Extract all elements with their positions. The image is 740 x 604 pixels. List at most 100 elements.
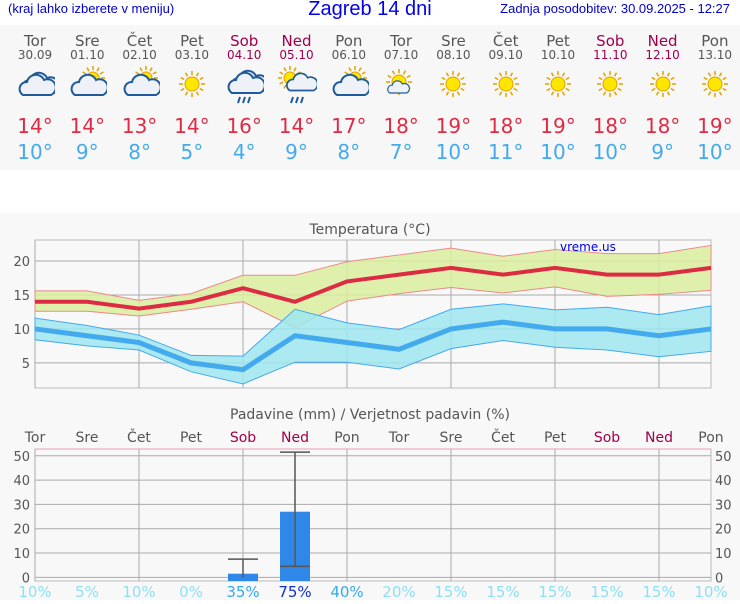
partly-cloudy-icon — [114, 66, 166, 104]
precip-probability: 15% — [486, 583, 519, 600]
min-temp: 11° — [487, 140, 524, 164]
precip-day-label: Pet — [180, 430, 203, 446]
precip-y-tick-left: 40 — [13, 474, 30, 489]
precip-day-label: Sre — [76, 430, 99, 446]
temp-y-tick: 5 — [22, 357, 30, 372]
precip-y-tick-right: 30 — [715, 498, 732, 513]
sun-icon — [689, 66, 740, 104]
max-temp: 19° — [540, 114, 576, 138]
max-temp-line — [35, 265, 712, 311]
day-name: Pon — [701, 32, 729, 50]
precip-y-tick-right: 10 — [715, 547, 732, 562]
sun-cloud-rain-icon — [271, 66, 323, 104]
min-temp: 10° — [540, 140, 576, 164]
max-temp-band — [34, 244, 712, 329]
precip-probability: 10% — [694, 583, 727, 600]
precip-y-tick-right: 40 — [715, 474, 732, 489]
day-date: 10.10 — [540, 48, 576, 62]
forecast-strip: Tor 30.09 14° 10° Sre 01.10 14° 9° Čet 02.… — [0, 25, 740, 170]
precip-probability: 10% — [18, 583, 51, 600]
min-temp: 9° — [75, 140, 99, 164]
precip-day-label: Pet — [544, 430, 567, 446]
precip-probability: 0% — [179, 583, 203, 600]
precip-day-label: Sre — [440, 430, 463, 446]
min-temp: 10° — [17, 140, 53, 164]
day-name: Čet — [126, 32, 153, 50]
min-temp-line — [34, 319, 712, 373]
cloudy-icon — [9, 66, 61, 104]
precip-day-label: Sob — [594, 430, 620, 446]
day-name: Pet — [546, 32, 570, 50]
max-temp: 18° — [592, 114, 629, 138]
precip-probability: 35% — [226, 583, 259, 600]
min-temp: 8° — [128, 140, 151, 164]
day-name: Sre — [441, 32, 466, 50]
precip-day-label: Čet — [491, 428, 515, 446]
page-title: Zagreb 14 dni — [308, 0, 432, 20]
day-date: 07.10 — [383, 48, 419, 62]
cloud-rain-icon — [218, 66, 270, 104]
temp-y-tick: 10 — [13, 323, 30, 338]
day-date: 11.10 — [593, 48, 628, 62]
precip-probability: 75% — [278, 583, 311, 600]
precip-day-label: Ned — [281, 430, 309, 446]
forecast-day: Sob 11.10 18° 10° — [584, 25, 636, 166]
day-date: 04.10 — [227, 48, 262, 62]
min-temp: 10° — [592, 140, 629, 164]
day-name: Ned — [281, 32, 312, 50]
day-name: Tor — [390, 32, 413, 50]
max-temp: 18° — [487, 114, 524, 138]
max-temp: 14° — [17, 114, 53, 138]
precip-probability: 15% — [434, 583, 467, 600]
precip-day-label: Sob — [230, 430, 256, 446]
min-temp: 10° — [435, 140, 472, 164]
max-temp: 13° — [121, 114, 158, 138]
min-temp: 4° — [232, 140, 256, 164]
precip-day-label: Ned — [645, 430, 673, 446]
forecast-day: Čet 02.10 13° 8° — [114, 25, 166, 166]
precip-y-tick-right: 50 — [715, 450, 732, 465]
forecast-day: Tor 07.10 18° 7° — [375, 25, 427, 166]
max-temp: 16° — [226, 114, 262, 138]
sun-icon — [532, 66, 584, 104]
min-temp: 7° — [389, 140, 413, 164]
precip-y-tick-right: 20 — [715, 523, 732, 538]
watermark: vreme.us — [560, 240, 616, 254]
charts-svg: Temperatura (°C) 5 10 15 20 vreme.us Padavine … — [13, 222, 732, 601]
precip-probability: 10% — [122, 583, 155, 600]
precip-y-tick-left: 50 — [13, 450, 30, 465]
precip-day-label: Pon — [334, 430, 359, 446]
precip-chart-title: Padavine (mm) / Verjetnost padavin (%) — [230, 407, 510, 423]
header-bar: (kraj lahko izberete v meniju) Zagreb 14… — [0, 0, 740, 24]
precip-y-tick-left: 10 — [13, 547, 30, 562]
max-temp: 14° — [174, 114, 210, 138]
max-temp: 18° — [644, 114, 681, 138]
min-temp: 9° — [285, 140, 308, 164]
partly-cloudy-icon — [61, 66, 113, 104]
day-date: 08.10 — [436, 48, 471, 62]
min-temp: 10° — [697, 140, 733, 164]
day-date: 12.10 — [645, 48, 680, 62]
day-date: 09.10 — [488, 48, 523, 62]
precip-probability: 5% — [75, 583, 99, 600]
forecast-day: Čet 09.10 18° 11° — [480, 25, 532, 166]
max-temp: 17° — [331, 114, 367, 138]
sun-small-cloud-icon — [375, 66, 427, 104]
precip-day-label: Tor — [388, 430, 410, 446]
max-temp: 18° — [383, 114, 419, 138]
day-name: Sob — [230, 32, 259, 50]
min-temp: 5° — [180, 140, 204, 164]
day-name: Pet — [180, 32, 204, 50]
charts-panel: Temperatura (°C) 5 10 15 20 vreme.us Padavine … — [0, 213, 740, 601]
day-date: 05.10 — [279, 48, 314, 62]
forecast-day: Tor 30.09 14° 10° — [9, 25, 61, 166]
max-temp: 14° — [278, 114, 315, 138]
precip-day-label: Čet — [127, 428, 151, 446]
forecast-day: Pet 10.10 19° 10° — [532, 25, 584, 166]
temp-y-tick: 20 — [13, 255, 30, 270]
sun-icon — [584, 66, 636, 104]
day-date: 03.10 — [174, 48, 210, 62]
min-temp: 8° — [337, 140, 361, 164]
precip-y-tick-left: 30 — [13, 498, 30, 513]
sun-icon — [480, 66, 532, 104]
